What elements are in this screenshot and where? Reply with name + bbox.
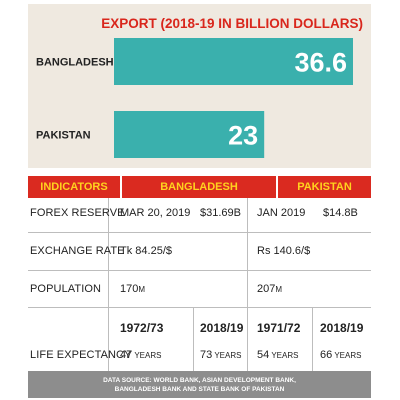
row-divider — [28, 270, 371, 271]
row-label-forex-reserve: FOREX RESERVE — [30, 207, 125, 219]
header-bangladesh: BANGLADESH — [160, 181, 238, 193]
column-divider — [193, 308, 194, 371]
pk-year-2018-19: 2018/19 — [320, 321, 364, 335]
bd-currency: Tk — [120, 245, 133, 257]
pk-currency: Rs — [257, 245, 271, 257]
life-unit: YEARS — [212, 351, 242, 360]
life-value: 54 — [257, 349, 270, 361]
pk-exchange-rate: Rs 140.6/$ — [257, 245, 310, 257]
bar-value-bangladesh: 36.6 — [294, 48, 347, 78]
column-divider — [312, 308, 313, 371]
row-label-exchange-rate: EXCHANGE RATE — [30, 245, 125, 257]
row-divider — [28, 232, 371, 233]
life-unit: YEARS — [332, 351, 362, 360]
chart-title: EXPORT (2018-19 IN BILLION DOLLARS) — [101, 16, 363, 31]
header-separator — [120, 176, 122, 198]
life-value: 73 — [200, 349, 213, 361]
bar-pakistan — [114, 111, 265, 158]
pk-population-unit: M — [275, 285, 283, 294]
pk-rate-value: 140.6/$ — [270, 245, 311, 257]
indicators-header: INDICATORS BANGLADESH PAKISTAN — [28, 176, 371, 198]
bd-population: 170M — [120, 283, 145, 295]
export-bar-chart: EXPORT (2018-19 IN BILLION DOLLARS) BANG… — [36, 16, 363, 158]
bd-forex-date: MAR 20, 2019 — [120, 207, 191, 219]
source-line-1: DATA SOURCE: WORLD BANK, ASIAN DEVELOPME… — [103, 377, 296, 384]
pk-population-number: 207 — [257, 283, 276, 295]
life-value: 66 — [320, 349, 333, 361]
bar-value-pakistan: 23 — [228, 121, 258, 151]
export-chart-panel: EXPORT (2018-19 IN BILLION DOLLARS) BANG… — [28, 4, 371, 168]
pk-life-2018: 66 YEARS — [320, 349, 361, 361]
category-label-bangladesh: BANGLADESH — [36, 57, 114, 69]
bd-population-unit: M — [138, 285, 146, 294]
pk-forex-date: JAN 2019 — [257, 207, 306, 219]
row-label-population: POPULATION — [30, 283, 102, 295]
data-source-footer: DATA SOURCE: WORLD BANK, ASIAN DEVELOPME… — [28, 371, 371, 398]
pk-population: 207M — [257, 283, 282, 295]
column-divider — [247, 198, 248, 371]
bd-year-2018-19: 2018/19 — [200, 321, 244, 335]
life-unit: YEARS — [269, 351, 299, 360]
pk-life-1971: 54 YEARS — [257, 349, 298, 361]
bd-life-2018: 73 YEARS — [200, 349, 241, 361]
row-divider — [28, 307, 371, 308]
bd-rate-value: 84.25/$ — [132, 245, 172, 257]
header-indicators: INDICATORS — [40, 181, 108, 193]
header-separator — [276, 176, 278, 198]
bd-year-1972-73: 1972/73 — [120, 321, 164, 335]
column-divider — [108, 198, 109, 371]
pk-year-1971-72: 1971/72 — [257, 321, 301, 335]
bd-exchange-rate: Tk 84.25/$ — [120, 245, 172, 257]
bar-bangladesh — [114, 38, 353, 85]
bd-population-number: 170 — [120, 283, 139, 295]
category-label-pakistan: PAKISTAN — [36, 130, 91, 142]
bd-life-1972: 47 YEARS — [120, 349, 161, 361]
source-line-2: BANGLADESH BANK AND STATE BANK OF PAKIST… — [114, 386, 285, 393]
row-label-life-expectancy: LIFE EXPECTANCY — [30, 349, 132, 361]
life-value: 47 — [120, 349, 133, 361]
header-pakistan: PAKISTAN — [297, 181, 352, 193]
bd-forex-value: $31.69B — [200, 207, 241, 219]
pk-forex-value: $14.8B — [323, 207, 358, 219]
life-unit: YEARS — [132, 351, 162, 360]
